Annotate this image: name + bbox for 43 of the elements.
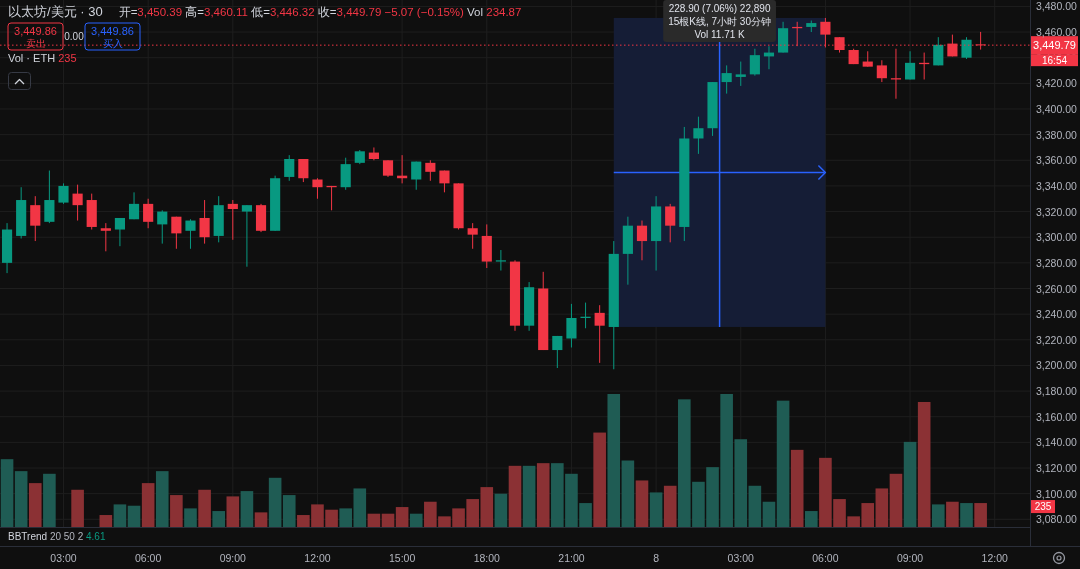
annotation: BBTrend 20 50 2 4.61 bbox=[8, 531, 106, 542]
ytick-label: 3,260.00 bbox=[1036, 282, 1077, 295]
ytick-label: 3,380.00 bbox=[1036, 128, 1077, 141]
xtick-label: 06:00 bbox=[135, 552, 162, 564]
xtick-label: 12:00 bbox=[981, 552, 1008, 564]
annotation: 3,449.86 卖出 bbox=[7, 22, 64, 51]
annotation: 228.90 (7.06%) 22,890 15根K线, 7小时 30分钟 Vol 11.71 K bbox=[663, 0, 776, 42]
xtick-label: 09:00 bbox=[896, 552, 924, 564]
ytick-label: 3,220.00 bbox=[1036, 333, 1077, 346]
xtick-label: 15:00 bbox=[389, 552, 416, 564]
ytick-label: 3,120.00 bbox=[1036, 462, 1077, 474]
xtick-label: 21:00 bbox=[558, 552, 585, 564]
xtick-label: 03:00 bbox=[727, 552, 754, 564]
annotation: 235 bbox=[1031, 500, 1055, 514]
ytick-label: 3,280.00 bbox=[1036, 256, 1077, 269]
annotation: 0.00 bbox=[64, 30, 84, 42]
annotation: 3,449.86 买入 bbox=[84, 22, 141, 51]
ytick-label: 3,080.00 bbox=[1036, 513, 1077, 526]
ytick-label: 3,200.00 bbox=[1036, 359, 1077, 372]
ytick-label: 3,460.00 bbox=[1036, 26, 1077, 39]
xtick-label: 12:00 bbox=[304, 552, 331, 564]
ytick-label: 3,100.00 bbox=[1036, 487, 1077, 500]
subtitle: 开=3,450.39 高=3,460.11 低=3,446.32 收=3,449.79 −5.07 (−0.15%) Vol 234.87 bbox=[118, 6, 522, 18]
ytick-label: 3,360.00 bbox=[1036, 154, 1077, 167]
ytick-label: 3,140.00 bbox=[1036, 436, 1077, 449]
ytick-label: 3,420.00 bbox=[1036, 77, 1077, 90]
xtick-label: 03:00 bbox=[50, 552, 77, 564]
ytick-label: 3,320.00 bbox=[1036, 205, 1077, 218]
ytick-label: 3,180.00 bbox=[1036, 385, 1077, 398]
ytick-label: 3,160.00 bbox=[1036, 410, 1077, 423]
annotation: 3,449.86 卖出 bbox=[14, 25, 57, 49]
ytick-label: 3,300.00 bbox=[1036, 231, 1077, 244]
xtick-label: 06:00 bbox=[812, 552, 839, 564]
xtick-label: 09:00 bbox=[219, 552, 246, 564]
ytick-label: 3,340.00 bbox=[1036, 179, 1077, 192]
xtick-label: 8 bbox=[653, 552, 659, 564]
annotation: Vol · ETH 235 bbox=[8, 52, 77, 64]
ytick-label: 3,240.00 bbox=[1036, 308, 1077, 321]
ytick-label: 3,400.00 bbox=[1036, 103, 1077, 115]
xtick-label: 18:00 bbox=[473, 552, 500, 564]
ytick-label: 3,480.00 bbox=[1036, 0, 1077, 13]
annotation: 3,449.86 买入 bbox=[91, 25, 134, 49]
title: 以太坊/美元 · 30 bbox=[8, 4, 103, 19]
